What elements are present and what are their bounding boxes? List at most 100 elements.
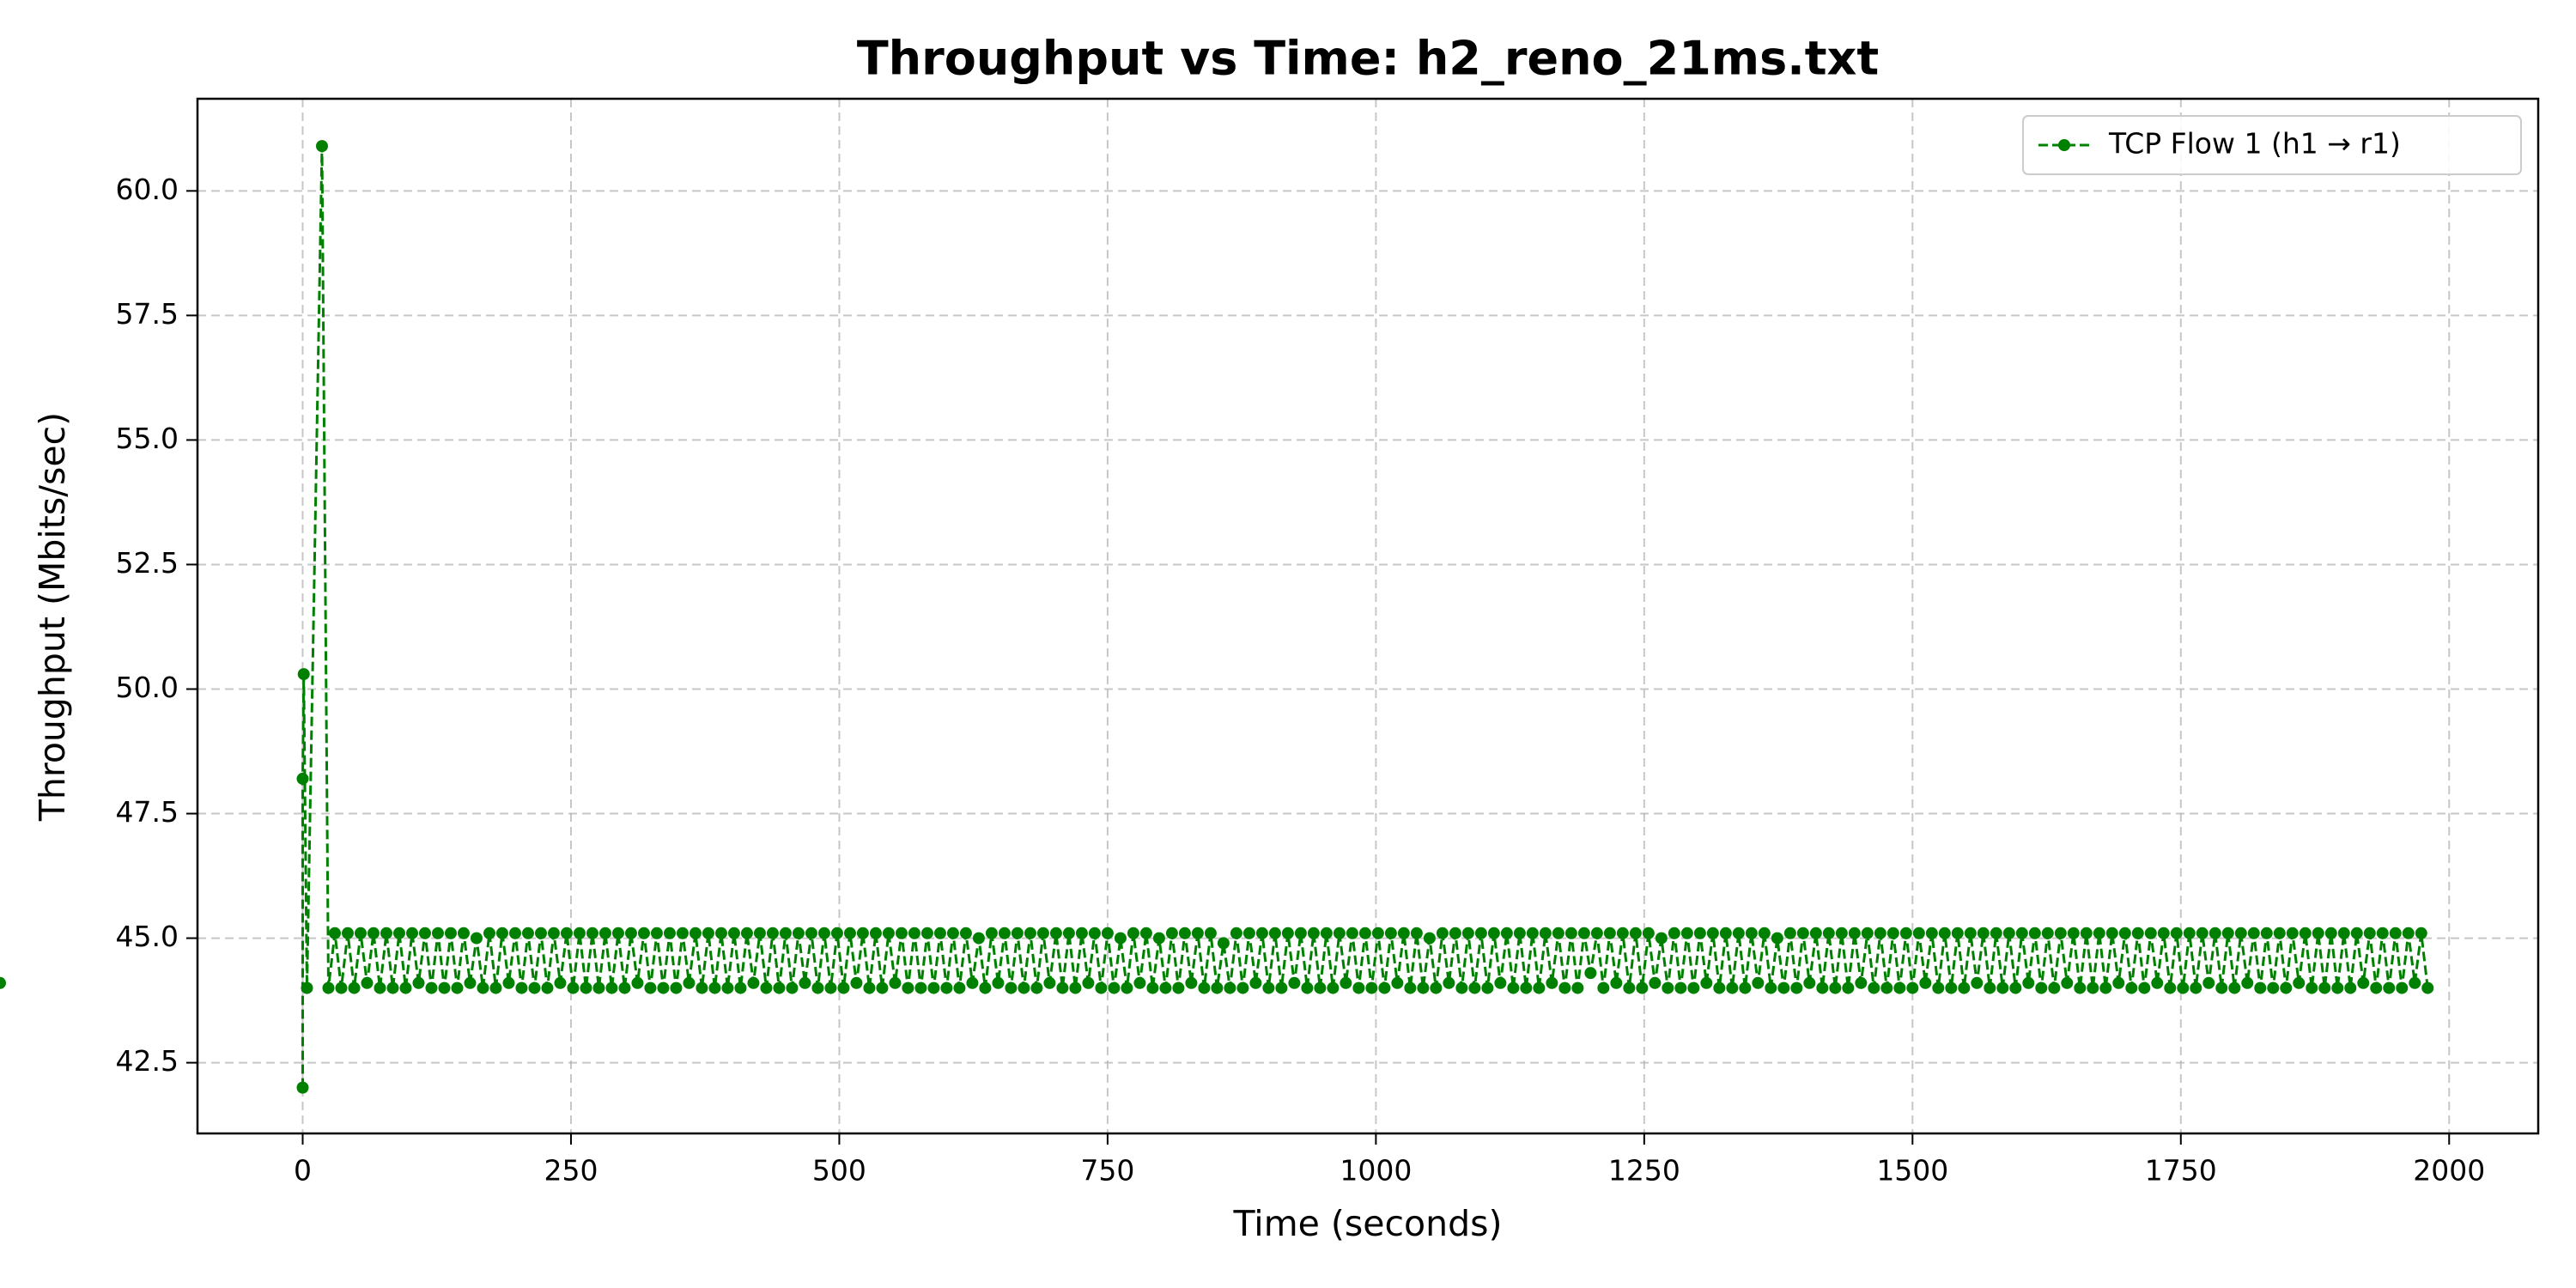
data-point	[670, 981, 683, 994]
data-point	[361, 976, 374, 989]
data-point	[714, 927, 727, 939]
data-point	[301, 981, 313, 994]
data-point	[1855, 976, 1868, 989]
x-tick-label: 750	[1080, 1154, 1134, 1188]
data-point	[2376, 927, 2389, 939]
data-point	[721, 981, 734, 994]
data-point	[805, 927, 817, 939]
data-point	[1204, 927, 1217, 939]
data-point	[1616, 927, 1629, 939]
data-point	[2228, 981, 2241, 994]
data-point	[2087, 981, 2099, 994]
chart-title: Throughput vs Time: h2_reno_21ms.txt	[857, 32, 1879, 86]
data-point	[1455, 981, 1468, 994]
data-point	[444, 927, 457, 939]
data-point	[1365, 981, 1378, 994]
data-point	[1816, 981, 1829, 994]
data-point	[1590, 927, 1603, 939]
data-point	[1443, 976, 1455, 989]
data-point	[2183, 927, 2196, 939]
data-point	[611, 927, 624, 939]
data-point	[0, 976, 6, 989]
y-tick-label: 52.5	[116, 546, 179, 580]
data-point	[1352, 981, 1365, 994]
data-point	[1327, 981, 1340, 994]
data-point	[933, 927, 946, 939]
data-point	[502, 976, 515, 989]
data-point	[586, 927, 598, 939]
data-point	[663, 927, 676, 939]
data-point	[1024, 927, 1036, 939]
data-point	[315, 140, 328, 153]
data-point	[1127, 927, 1139, 939]
data-point	[2022, 976, 2035, 989]
data-point	[1546, 976, 1558, 989]
x-tick-label: 500	[812, 1154, 866, 1188]
data-point	[1423, 932, 1436, 945]
data-point	[902, 981, 914, 994]
data-point	[2370, 981, 2383, 994]
data-point	[1790, 981, 1803, 994]
data-point	[1043, 976, 1056, 989]
data-point	[2009, 981, 2022, 994]
data-point	[1835, 927, 1848, 939]
data-point	[438, 981, 451, 994]
series-line	[301, 146, 2429, 1088]
data-point	[1101, 927, 1114, 939]
data-point	[1526, 927, 1539, 939]
data-point	[1449, 927, 1461, 939]
data-point	[1268, 927, 1281, 939]
data-point	[495, 927, 508, 939]
data-point	[1777, 981, 1790, 994]
legend: TCP Flow 1 (h1 → r1)	[2022, 115, 2522, 175]
data-point	[2234, 927, 2247, 939]
data-point	[1340, 976, 1352, 989]
data-point	[1662, 981, 1674, 994]
data-point	[766, 927, 779, 939]
data-point	[2061, 976, 2074, 989]
data-point	[1178, 927, 1191, 939]
x-axis-label: Time (seconds)	[1233, 1203, 1503, 1244]
data-point	[1404, 981, 1417, 994]
data-point	[1848, 927, 1861, 939]
data-point	[567, 981, 580, 994]
data-point	[850, 976, 863, 989]
data-point	[1018, 981, 1030, 994]
data-point	[998, 927, 1011, 939]
data-point	[830, 927, 843, 939]
data-point	[2215, 981, 2228, 994]
data-point	[1893, 981, 1906, 994]
data-point	[1984, 981, 1996, 994]
data-point	[1346, 927, 1358, 939]
data-point	[1726, 981, 1739, 994]
data-point	[2383, 981, 2396, 994]
data-point	[2190, 981, 2202, 994]
data-point	[1230, 927, 1242, 939]
data-point	[2409, 976, 2421, 989]
data-point	[985, 927, 998, 939]
data-point	[1275, 981, 1288, 994]
data-point	[2035, 981, 2048, 994]
data-point	[624, 927, 637, 939]
data-point	[914, 981, 927, 994]
data-point	[1224, 981, 1236, 994]
data-point	[2363, 927, 2376, 939]
data-point	[1494, 976, 1507, 989]
data-point	[876, 981, 889, 994]
data-point	[1668, 927, 1680, 939]
data-point	[1410, 927, 1423, 939]
data-point	[1242, 927, 1255, 939]
data-point	[1320, 927, 1333, 939]
data-point	[412, 976, 425, 989]
data-point	[1384, 927, 1397, 939]
data-point	[1378, 981, 1391, 994]
data-point	[1874, 927, 1886, 939]
data-point	[521, 927, 534, 939]
data-point	[605, 981, 618, 994]
data-point	[1500, 927, 1513, 939]
data-point	[528, 981, 541, 994]
data-point	[2041, 927, 2054, 939]
data-point	[2196, 927, 2208, 939]
data-point	[431, 927, 444, 939]
data-point	[1732, 927, 1745, 939]
